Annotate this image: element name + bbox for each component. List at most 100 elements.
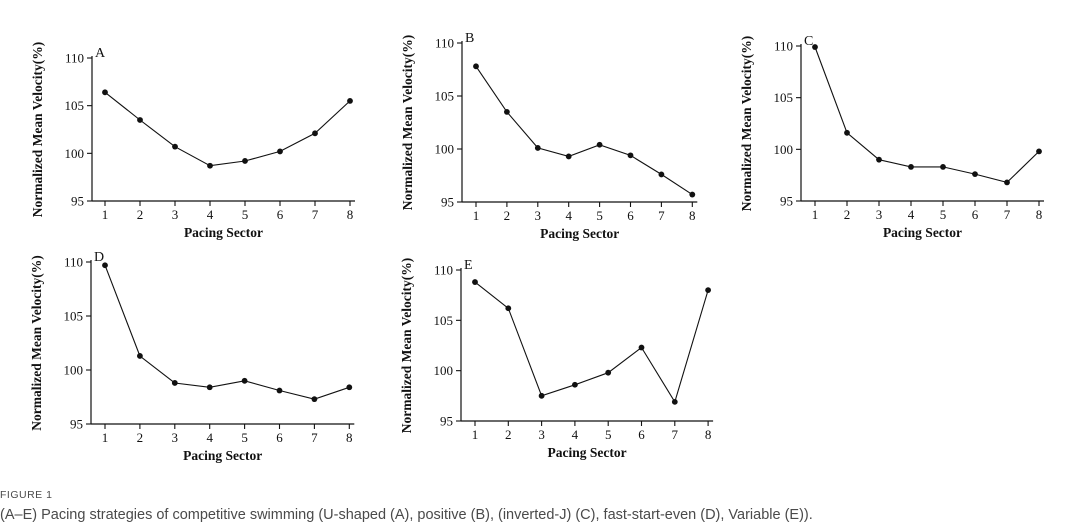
data-point xyxy=(671,398,678,405)
y-tick-label: 100 xyxy=(434,363,454,378)
x-tick-label: 6 xyxy=(972,207,979,222)
series-line xyxy=(475,65,693,196)
x-tick-label: 1 xyxy=(812,207,819,222)
data-point xyxy=(472,279,478,285)
x-tick-label: 7 xyxy=(672,427,679,442)
data-point xyxy=(137,117,143,123)
data-point xyxy=(940,164,946,170)
x-axis-title: Pacing Sector xyxy=(883,225,962,240)
y-tick-label: 105 xyxy=(65,98,85,113)
x-tick-label: 4 xyxy=(908,207,915,222)
x-tick-label: 3 xyxy=(876,207,883,222)
data-point xyxy=(627,152,634,159)
data-point xyxy=(1004,179,1010,186)
data-point xyxy=(276,387,283,394)
data-point xyxy=(572,381,578,388)
data-point xyxy=(565,153,572,160)
data-point xyxy=(102,262,108,269)
data-point xyxy=(876,156,882,163)
data-point xyxy=(658,171,665,178)
x-tick-label: 3 xyxy=(172,430,179,445)
data-point xyxy=(638,344,645,351)
x-tick-label: 6 xyxy=(277,207,284,222)
x-tick-label: 1 xyxy=(102,207,109,222)
x-tick-label: 3 xyxy=(172,207,179,222)
panel-letter: B xyxy=(465,31,474,46)
data-point xyxy=(277,148,283,155)
x-tick-label: 6 xyxy=(627,208,634,223)
x-tick-label: 2 xyxy=(844,207,851,222)
data-point xyxy=(242,158,248,164)
y-axis-title: Normalized Mean Velocity(%) xyxy=(400,35,415,210)
y-tick-label: 100 xyxy=(64,363,84,378)
x-tick-label: 3 xyxy=(538,427,545,442)
chart-panel-b: 95 100 105 110 1 2 3 4 5 6 7 8 Pacing Sector Normaliz… xyxy=(400,31,698,241)
y-tick-label: 100 xyxy=(65,146,85,161)
y-tick-label: 95 xyxy=(440,414,453,429)
chart-panel-a: 95 100 105 110 1 2 3 4 5 6 7 8 Pacing Sector Normaliz… xyxy=(30,42,355,240)
x-tick-label: 4 xyxy=(565,208,572,223)
y-axis-title: Normalized Mean Velocity(%) xyxy=(29,255,44,430)
series-line xyxy=(814,46,1040,184)
y-axis-title: Normalized Mean Velocity(%) xyxy=(30,42,45,217)
x-axis-title: Pacing Sector xyxy=(183,448,262,463)
data-point xyxy=(171,380,178,386)
data-point xyxy=(311,396,318,403)
data-point xyxy=(505,305,512,312)
data-point xyxy=(908,164,914,170)
series-line xyxy=(104,91,351,167)
data-point xyxy=(538,392,545,399)
x-tick-label: 5 xyxy=(940,207,947,222)
data-point xyxy=(705,287,711,294)
data-point xyxy=(844,129,850,136)
x-tick-label: 8 xyxy=(1036,207,1043,222)
x-axis-title: Pacing Sector xyxy=(547,445,626,460)
figure-caption: (A–E) Pacing strategies of competitive s… xyxy=(0,507,813,523)
x-tick-label: 2 xyxy=(504,208,511,223)
y-tick-label: 100 xyxy=(435,142,455,157)
x-axis-title: Pacing Sector xyxy=(184,225,263,240)
x-tick-label: 4 xyxy=(206,430,213,445)
series-line xyxy=(104,265,350,400)
panel-letter: D xyxy=(94,250,104,265)
data-point xyxy=(312,130,318,137)
data-point xyxy=(137,353,143,359)
x-tick-label: 7 xyxy=(1004,207,1011,222)
chart-panel-e: 95 100 105 110 1 2 3 4 5 6 7 8 Pacing Sector Normaliz… xyxy=(399,258,714,460)
series-line xyxy=(474,281,709,404)
x-tick-label: 2 xyxy=(505,427,512,442)
data-point xyxy=(1036,148,1042,155)
x-tick-label: 4 xyxy=(572,427,579,442)
y-tick-label: 110 xyxy=(434,263,453,278)
y-axis-title: Normalized Mean Velocity(%) xyxy=(399,258,414,433)
x-tick-label: 2 xyxy=(137,207,144,222)
x-tick-label: 8 xyxy=(346,430,353,445)
y-tick-label: 95 xyxy=(780,194,793,209)
x-tick-label: 7 xyxy=(311,430,318,445)
y-tick-label: 110 xyxy=(65,51,84,66)
x-tick-label: 7 xyxy=(312,207,319,222)
data-point xyxy=(596,141,603,148)
panel-letter: A xyxy=(95,46,106,61)
y-tick-label: 100 xyxy=(774,142,794,157)
x-tick-label: 5 xyxy=(596,208,603,223)
y-tick-label: 105 xyxy=(435,89,455,104)
y-tick-label: 105 xyxy=(434,313,454,328)
y-tick-label: 95 xyxy=(71,194,84,209)
x-tick-label: 1 xyxy=(102,430,109,445)
data-point xyxy=(172,143,178,150)
x-tick-label: 6 xyxy=(276,430,283,445)
x-tick-label: 5 xyxy=(242,207,249,222)
data-point xyxy=(206,384,213,391)
data-point xyxy=(534,145,541,151)
x-tick-label: 8 xyxy=(347,207,354,222)
y-tick-label: 95 xyxy=(441,195,454,210)
data-point xyxy=(504,109,510,115)
chart-panel-d: 95 100 105 110 1 2 3 4 5 6 7 8 Pacing Sector Normaliz… xyxy=(29,250,355,463)
y-axis-title: Normalized Mean Velocity(%) xyxy=(739,36,754,211)
x-tick-label: 2 xyxy=(137,430,144,445)
chart-panel-c: 95 100 105 110 1 2 3 4 5 6 7 8 Pacing Sector Normaliz… xyxy=(739,34,1044,240)
y-tick-label: 95 xyxy=(70,417,83,432)
data-point xyxy=(346,384,353,391)
